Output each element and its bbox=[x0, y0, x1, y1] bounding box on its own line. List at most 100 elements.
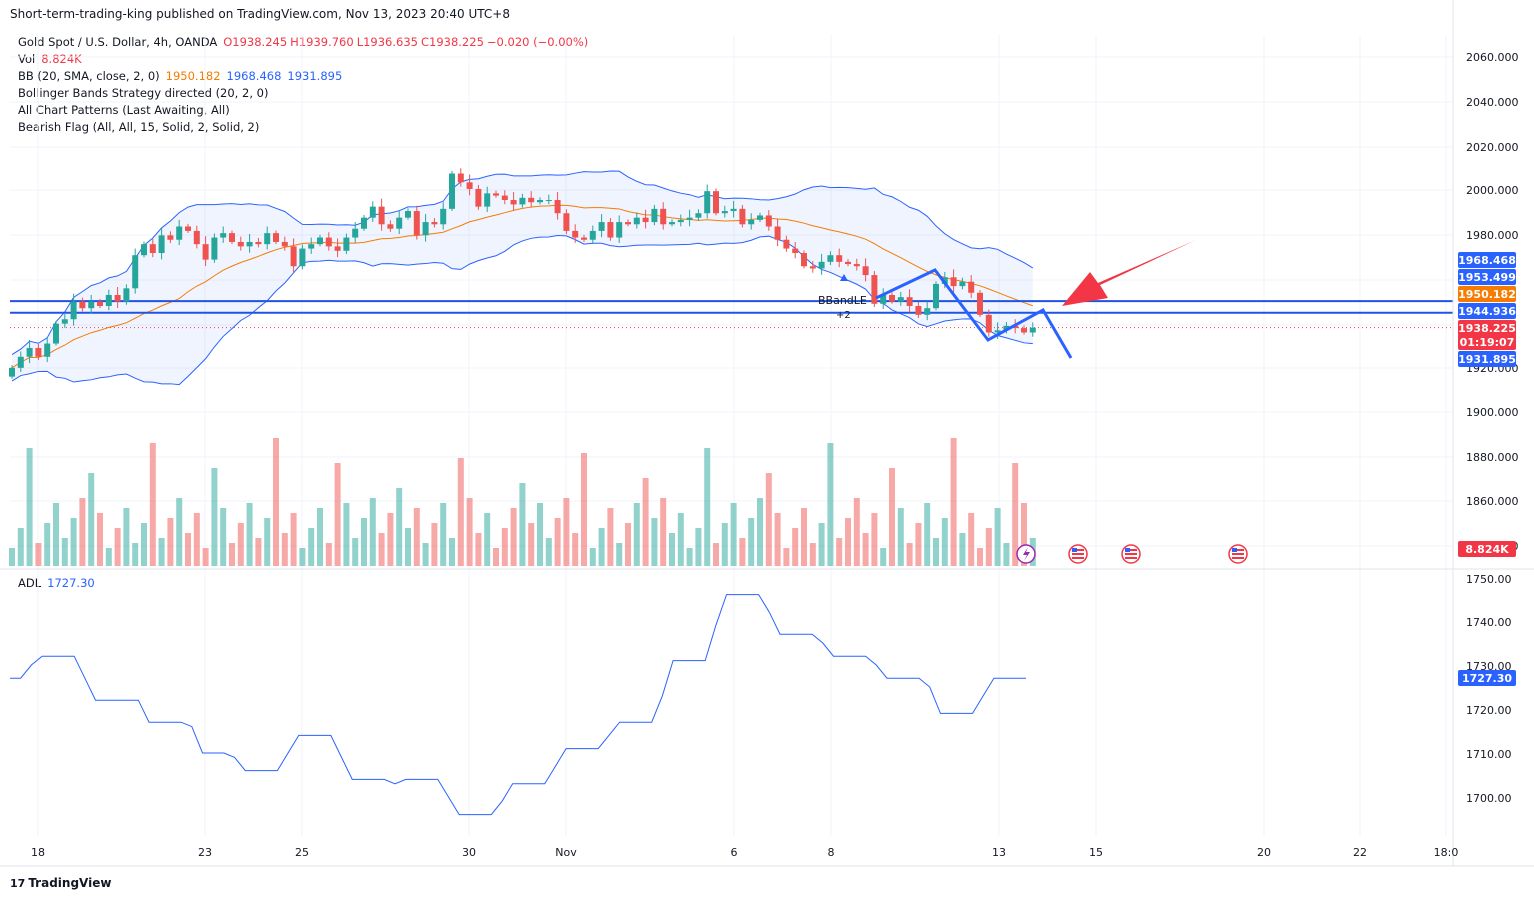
volume-bar bbox=[941, 518, 948, 566]
candle-body bbox=[387, 224, 394, 229]
candle-body bbox=[352, 228, 359, 238]
adl-label: ADL bbox=[18, 576, 42, 590]
candle-body bbox=[713, 191, 719, 214]
volume-bar bbox=[616, 543, 623, 566]
candle-body bbox=[185, 226, 191, 231]
candle-body bbox=[70, 301, 77, 320]
candle-body bbox=[61, 319, 68, 324]
candle-body bbox=[871, 275, 878, 304]
candle-body bbox=[273, 233, 279, 242]
volume-bar bbox=[968, 513, 975, 566]
price-tag-bg bbox=[1458, 286, 1516, 302]
volume-bar bbox=[475, 533, 482, 566]
candle-body bbox=[836, 255, 843, 262]
volume-bar bbox=[141, 523, 147, 566]
volume-bar bbox=[625, 523, 631, 566]
flag-canton bbox=[1232, 548, 1237, 552]
volume-bar bbox=[405, 528, 411, 566]
candle-body bbox=[176, 226, 183, 240]
candle-body bbox=[616, 222, 623, 238]
price-tag-bg bbox=[1458, 351, 1516, 367]
volume-bar bbox=[273, 438, 279, 566]
candle-body bbox=[1029, 327, 1036, 333]
time-tick: 13 bbox=[992, 846, 1006, 859]
candle-body bbox=[774, 226, 781, 240]
volume-bar bbox=[836, 538, 843, 566]
volume-bar bbox=[1021, 503, 1027, 566]
volume-bar bbox=[308, 528, 315, 566]
volume-bar bbox=[114, 528, 121, 566]
volume-bar bbox=[220, 508, 227, 566]
volume-bar bbox=[589, 548, 596, 566]
volume-bar bbox=[880, 548, 887, 566]
candle-body bbox=[669, 222, 675, 225]
volume-bar bbox=[528, 523, 535, 566]
volume-bar bbox=[906, 543, 913, 566]
volume-bar bbox=[281, 533, 288, 566]
published-header: Short-term-trading-king published on Tra… bbox=[10, 7, 510, 21]
volume-bar bbox=[246, 503, 253, 566]
flag-canton bbox=[1072, 548, 1077, 552]
volume-bar bbox=[669, 533, 675, 566]
candle-body bbox=[880, 294, 887, 304]
price-tick: 1860.000 bbox=[1466, 495, 1519, 508]
time-tick: 23 bbox=[198, 846, 212, 859]
candle-body bbox=[660, 208, 667, 225]
candlesticks bbox=[9, 168, 1036, 379]
flag-stripe bbox=[1125, 553, 1137, 555]
candle-body bbox=[589, 230, 596, 240]
close-value: C1938.225 bbox=[420, 35, 484, 49]
adl-tick: 1750.00 bbox=[1466, 573, 1512, 586]
volume-bar bbox=[70, 518, 77, 566]
candle-body bbox=[977, 292, 983, 315]
candle-body bbox=[361, 217, 367, 229]
volume-bar bbox=[202, 548, 209, 566]
flag-legend: Bearish Flag (All, All, 15, Solid, 2, So… bbox=[18, 120, 260, 134]
candle-body bbox=[281, 241, 288, 247]
volume-bar bbox=[422, 543, 429, 566]
volume-bar bbox=[862, 533, 869, 566]
volume-bar bbox=[686, 548, 693, 566]
candle-body bbox=[598, 222, 605, 231]
volume-bar bbox=[959, 533, 966, 566]
volume-bar bbox=[493, 548, 499, 566]
candle-body bbox=[255, 241, 262, 245]
volume-bar bbox=[440, 503, 447, 566]
candle-body bbox=[801, 253, 807, 267]
volume-bar bbox=[827, 443, 834, 566]
volume-bar bbox=[985, 528, 992, 566]
volume-bar bbox=[325, 543, 332, 566]
volume-bar bbox=[9, 548, 15, 566]
candle-body bbox=[211, 237, 218, 260]
candle-body bbox=[572, 230, 579, 238]
strategy-legend: Bollinger Bands Strategy directed (20, 2… bbox=[18, 86, 269, 100]
lightning-icon bbox=[1023, 547, 1030, 561]
tradingview-logo[interactable]: 17 TradingView bbox=[10, 876, 111, 890]
adl-tick: 1740.00 bbox=[1466, 616, 1512, 629]
flag-stripe bbox=[1125, 557, 1137, 559]
volume-bar bbox=[933, 538, 939, 566]
price-tick: 2020.000 bbox=[1466, 141, 1519, 154]
adl-tick: 1720.00 bbox=[1466, 704, 1512, 717]
volume-bar bbox=[721, 523, 728, 566]
candle-body bbox=[123, 288, 130, 302]
volume-bar bbox=[396, 488, 403, 566]
volume-bar bbox=[889, 468, 895, 566]
volume-tag-bg bbox=[1458, 541, 1516, 557]
candle-body bbox=[792, 248, 799, 253]
time-tick: 18 bbox=[31, 846, 45, 859]
volume-bar bbox=[176, 498, 183, 566]
adl-polyline bbox=[10, 594, 1026, 816]
volume-bar bbox=[695, 528, 702, 566]
volume-bar bbox=[413, 508, 420, 566]
candle-body bbox=[457, 173, 464, 183]
tv-brand: TradingView bbox=[28, 876, 112, 890]
price-tags: 1968.468 1953.499 1950.182 1944.936 1938.225… bbox=[1458, 252, 1516, 686]
candle-body bbox=[237, 241, 244, 247]
candle-body bbox=[1021, 328, 1027, 333]
candle-body bbox=[264, 233, 271, 245]
volume-bar bbox=[79, 498, 86, 566]
candle-body bbox=[704, 191, 711, 214]
volume-bar bbox=[897, 508, 904, 566]
